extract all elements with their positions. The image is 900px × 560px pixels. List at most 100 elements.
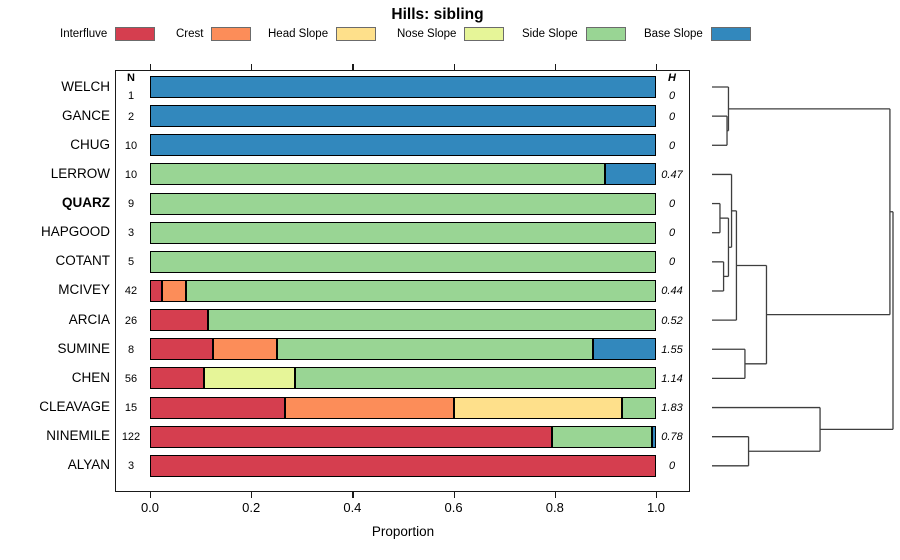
y-axis-label: ARCIA: [68, 311, 110, 327]
y-axis-label: CHEN: [71, 369, 110, 385]
legend-swatch: [211, 27, 252, 41]
h-value: 0: [668, 90, 676, 102]
x-tick-label: 0.6: [444, 500, 463, 515]
bar-segment: [150, 134, 656, 157]
x-tick: [251, 492, 253, 498]
n-value: 122: [121, 431, 141, 444]
legend-label: Interfluve: [60, 28, 108, 40]
legend-label: Base Slope: [644, 28, 703, 40]
bar-segment: [651, 425, 656, 448]
x-tick: [150, 64, 152, 70]
h-column-header: H: [668, 72, 676, 84]
bar-segment: [186, 279, 656, 302]
x-tick-label: 0.4: [343, 500, 362, 515]
bar-segment: [150, 192, 656, 215]
h-value: 0: [668, 227, 676, 240]
bar-segment: [208, 309, 656, 332]
legend-item: Base Slope: [644, 26, 751, 42]
bar-segment: [150, 454, 656, 477]
bar-segment: [592, 338, 656, 361]
n-value: 9: [127, 198, 135, 211]
bar-segment: [150, 425, 553, 448]
bar-segment: [150, 396, 286, 419]
legend-swatch: [464, 27, 505, 41]
bar-segment: [150, 309, 209, 332]
n-value: 10: [124, 168, 138, 181]
legend-label: Crest: [176, 28, 204, 40]
y-axis-label: ALYAN: [67, 457, 110, 473]
x-tick: [453, 64, 455, 70]
legend-swatch: [585, 27, 626, 41]
n-value: 3: [127, 227, 135, 240]
legend-label: Head Slope: [268, 28, 329, 40]
bar-segment: [150, 163, 606, 186]
h-value: 0: [668, 256, 676, 269]
y-axis-label: WELCH: [61, 78, 110, 94]
x-tick: [251, 64, 253, 70]
legend-item: Nose Slope: [397, 26, 505, 42]
x-tick: [554, 64, 556, 70]
h-value: 0.47: [661, 168, 683, 181]
legend-label: Side Slope: [522, 28, 578, 40]
h-value: 0: [668, 139, 676, 152]
legend-item: Head Slope: [268, 26, 377, 42]
chart-title: Hills: sibling: [391, 6, 484, 23]
bar-segment: [150, 279, 163, 302]
bar-segment: [150, 105, 656, 128]
h-value: 0.52: [661, 314, 683, 327]
legend-label: Nose Slope: [397, 28, 457, 40]
n-value: 8: [127, 343, 135, 356]
n-value: 1: [127, 90, 135, 102]
y-axis-label: QUARZ: [62, 195, 110, 211]
n-value: 3: [127, 460, 135, 473]
h-value: 0: [668, 110, 676, 123]
bar-segment: [150, 367, 205, 390]
n-value: 15: [124, 402, 138, 415]
y-axis-label: CLEAVAGE: [39, 399, 110, 415]
bar-segment: [453, 396, 623, 419]
legend-swatch: [336, 27, 377, 41]
x-tick: [352, 492, 354, 498]
n-value: 26: [124, 314, 138, 327]
x-tick: [352, 64, 354, 70]
h-value: 1.55: [661, 343, 683, 356]
n-value: 2: [127, 110, 135, 123]
h-value: 0.78: [661, 431, 683, 444]
bar-segment: [285, 396, 454, 419]
bar-segment: [622, 396, 656, 419]
legend-item: Crest: [176, 26, 252, 42]
x-tick: [656, 492, 658, 498]
h-value: 1.83: [661, 402, 683, 415]
h-value: 0: [668, 460, 676, 473]
n-value: 42: [124, 285, 138, 298]
bar-segment: [552, 425, 652, 448]
legend-swatch: [115, 27, 156, 41]
n-value: 5: [127, 256, 135, 269]
plot-box: [115, 70, 690, 492]
y-axis-label: CHUG: [70, 136, 110, 152]
y-axis-label: GANCE: [61, 107, 110, 123]
x-tick: [453, 492, 455, 498]
n-value: 56: [124, 372, 138, 385]
x-tick-label: 1.0: [646, 500, 666, 515]
x-axis-label: Proportion: [371, 524, 435, 539]
x-tick: [554, 492, 556, 498]
y-axis-label: HAPGOOD: [40, 224, 110, 240]
legend-item: Interfluve: [60, 26, 156, 42]
y-axis-label: COTANT: [55, 253, 111, 269]
x-tick: [150, 492, 152, 498]
bar-segment: [150, 76, 656, 98]
bar-segment: [150, 250, 656, 273]
h-value: 0.44: [661, 285, 683, 298]
n-column-header: N: [127, 72, 135, 84]
x-tick-label: 0.8: [545, 500, 564, 515]
x-tick-label: 0.0: [140, 500, 160, 515]
bar-segment: [162, 279, 187, 302]
y-axis-label: LERROW: [50, 165, 110, 181]
n-value: 10: [124, 139, 138, 152]
h-value: 1.14: [661, 372, 683, 385]
h-value: 0: [668, 198, 676, 211]
bar-segment: [276, 338, 593, 361]
legend-swatch: [710, 27, 751, 41]
